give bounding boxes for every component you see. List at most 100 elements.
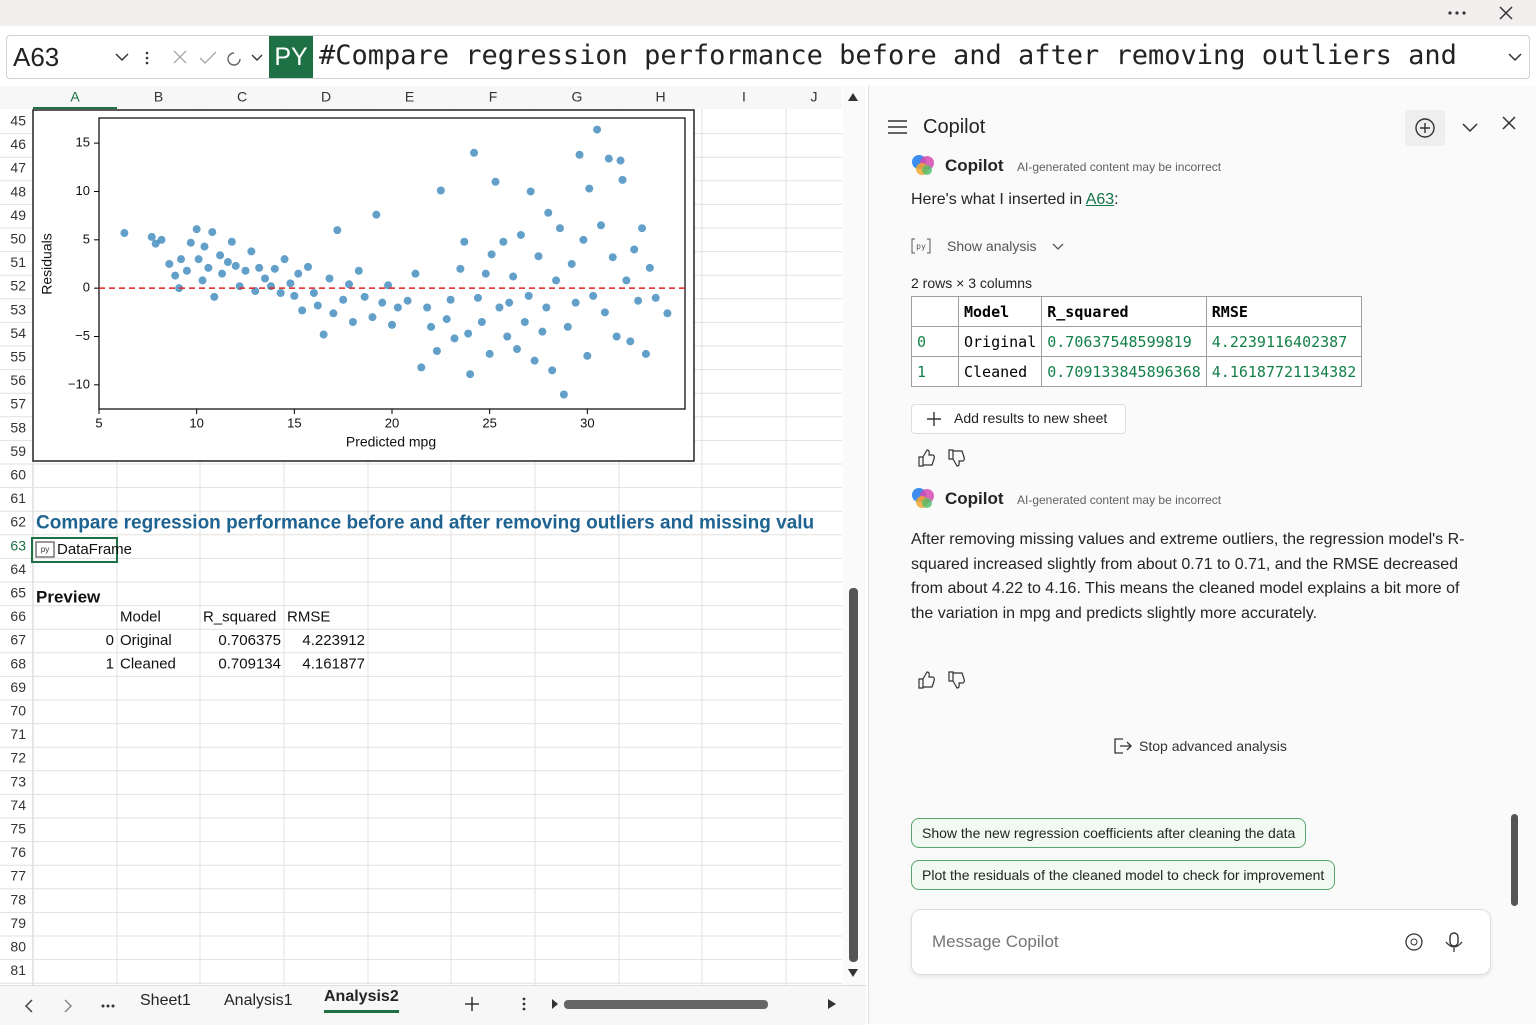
point: [157, 235, 166, 244]
td: 4.2239116402387: [1205, 326, 1363, 357]
tab-controls[interactable]: [462, 994, 862, 1018]
chevron[interactable]: [1051, 242, 1065, 252]
scroll-up[interactable]: [848, 93, 858, 101]
row-number: 74: [10, 797, 26, 813]
point: [151, 239, 160, 248]
point: [563, 322, 572, 331]
add-results-button[interactable]: Add results to new sheet: [911, 404, 1126, 434]
formula-icons[interactable]: [112, 50, 272, 66]
scrollbar-thumb[interactable]: [849, 588, 858, 962]
message-input[interactable]: Message Copilot: [911, 909, 1491, 975]
point: [520, 317, 529, 326]
point: [286, 279, 295, 288]
row-number: 79: [10, 915, 26, 931]
scrollbar-track: [843, 86, 865, 985]
point: [618, 175, 627, 184]
title-bar: [0, 0, 1536, 26]
point: [427, 322, 436, 331]
row-number: 59: [10, 443, 26, 459]
point: [165, 259, 174, 268]
suggestion[interactable]: Plot the residuals of the cleaned model …: [911, 860, 1336, 890]
point: [266, 282, 275, 291]
point: [464, 329, 473, 338]
author: Copilot: [945, 156, 1004, 175]
row-number: 71: [10, 726, 26, 742]
point: [354, 266, 363, 275]
table-caption: 2 rows × 3 columns: [911, 275, 1032, 291]
point: [600, 308, 609, 317]
column-header: D: [321, 89, 331, 105]
point: [481, 269, 490, 278]
point: [411, 269, 420, 278]
td: Original: [957, 326, 1043, 357]
cell: R_squared: [203, 608, 276, 625]
point: [442, 315, 451, 324]
td: 0.70637548599819: [1041, 326, 1207, 357]
window-controls[interactable]: [1446, 5, 1526, 21]
point: [309, 288, 318, 297]
cell-preview[interactable]: Preview: [36, 587, 101, 606]
point: [630, 245, 639, 254]
point: [651, 293, 660, 302]
cell: 4.161877: [302, 656, 365, 673]
point: [477, 317, 486, 326]
point: [218, 269, 227, 278]
point: [255, 263, 264, 272]
button-label[interactable]: Add results to new sheet: [954, 410, 1108, 426]
active-cell[interactable]: [31, 537, 118, 563]
tab-bar: [0, 985, 866, 1025]
name-box[interactable]: A63: [13, 42, 60, 72]
td: 1: [911, 356, 959, 387]
cell: Model: [120, 608, 161, 625]
y-tick-label: −10: [68, 376, 90, 391]
point: [120, 229, 129, 238]
suggestion[interactable]: Show the new regression coefficients aft…: [911, 818, 1307, 848]
python-icon: py: [911, 238, 931, 254]
sheet-tab[interactable]: Sheet1: [140, 992, 191, 1009]
menu-icon[interactable]: [887, 118, 909, 136]
feedback[interactable]: [917, 670, 967, 690]
point: [147, 232, 156, 241]
expand-icon[interactable]: [1507, 50, 1523, 64]
cell: Cleaned: [120, 656, 176, 673]
scroll-down[interactable]: [848, 969, 858, 977]
point: [526, 187, 535, 196]
sheet-tab[interactable]: Analysis1: [224, 992, 293, 1009]
point: [548, 366, 557, 375]
y-tick-label: 15: [76, 135, 90, 150]
show-analysis[interactable]: Show analysis: [947, 238, 1037, 254]
point: [516, 230, 525, 239]
point: [552, 276, 561, 285]
stop-analysis[interactable]: Stop advanced analysis: [1139, 738, 1287, 754]
panel-controls[interactable]: [1405, 110, 1525, 146]
sheet-tab[interactable]: Analysis2: [324, 988, 399, 1013]
column-header: B: [154, 89, 163, 105]
point: [329, 309, 338, 318]
point: [579, 235, 588, 244]
cell-link[interactable]: A63: [1085, 191, 1115, 208]
chart-frame[interactable]: [32, 109, 695, 462]
input-icons[interactable]: [1402, 930, 1472, 954]
point: [470, 148, 479, 157]
cell-dataframe[interactable]: DataFrame: [57, 541, 132, 558]
point: [585, 184, 594, 193]
point: [423, 303, 432, 312]
point: [194, 255, 203, 264]
stop-icon[interactable]: [1113, 737, 1133, 755]
formula-text[interactable]: #Compare regression performance before a…: [319, 40, 1457, 71]
panel-scrollbar[interactable]: [1511, 814, 1518, 906]
point: [177, 255, 186, 264]
row-number: 54: [10, 325, 26, 341]
cell-heading[interactable]: Compare regression performance before an…: [36, 513, 814, 534]
tab-nav[interactable]: [20, 998, 120, 1014]
column-header: C: [237, 89, 247, 105]
x-tick-label: 25: [482, 415, 496, 430]
feedback[interactable]: [917, 448, 967, 468]
point: [491, 177, 500, 186]
svg-text:py: py: [916, 242, 926, 251]
placeholder[interactable]: Message Copilot: [932, 932, 1059, 951]
row-number: 49: [10, 207, 26, 223]
row-number: 78: [10, 891, 26, 907]
point: [612, 332, 621, 341]
point: [626, 337, 635, 346]
